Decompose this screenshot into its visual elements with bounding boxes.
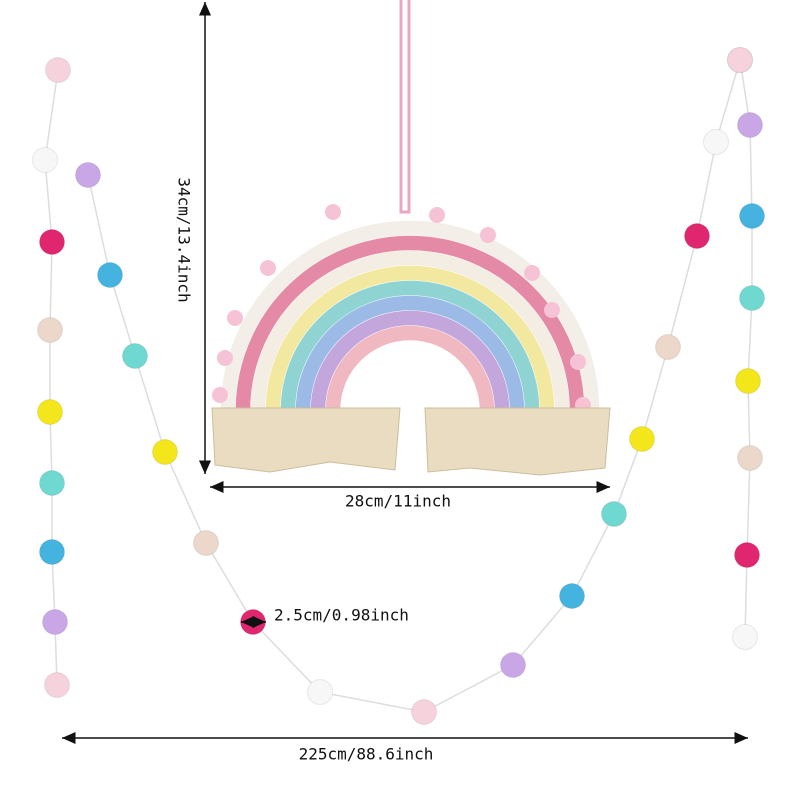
pom-pom [45,57,71,83]
hanger-loop [399,0,411,214]
rainbow-band [220,220,600,411]
pom-pom [75,162,101,188]
pom-pom [734,542,760,568]
pom-pom [500,652,526,678]
pom-pom [735,368,761,394]
pom-pom [737,445,763,471]
dimension-lines [62,2,748,744]
pom-pom [703,129,729,155]
ball-label: 2.5cm/0.98inch [274,606,409,625]
pom-pom [655,334,681,360]
pom-pom [601,501,627,527]
rainbow-band [280,280,540,411]
pom-pom [629,426,655,452]
pom-pom [37,399,63,425]
pom-pom [559,583,585,609]
rainbow-band [265,265,555,411]
rainbow [212,204,600,413]
pom-pom [732,624,758,650]
rainbow-band [310,310,510,411]
pom-pom [32,147,58,173]
fringe-left [211,407,401,473]
fringe-right [424,407,611,476]
rainbow-band [235,235,585,411]
height-label: 34cm/13.4inch [175,177,194,302]
small-pom [212,387,228,403]
pom-pom [411,699,437,725]
pom-pom [739,203,765,229]
pom-pom [152,439,178,465]
small-pom [325,204,341,220]
pom-pom [39,229,65,255]
garland-string [87,59,741,713]
small-pom [260,260,276,276]
pom-pom [37,317,63,343]
garland [32,47,765,725]
small-pom [544,302,560,318]
rainbow-band [250,250,570,411]
pom-pom [39,470,65,496]
pom-pom [97,262,123,288]
pom-pom [307,679,333,705]
pom-pom [122,343,148,369]
pom-pom [193,530,219,556]
small-pom [217,350,233,366]
rainbow-band [325,325,495,411]
width-label: 28cm/11inch [345,492,451,511]
pom-pom [737,112,763,138]
pom-pom [727,47,753,73]
rainbow-band [295,295,525,411]
pom-pom [42,609,68,635]
small-pom [570,354,586,370]
small-pom [227,310,243,326]
small-pom [480,227,496,243]
pom-pom [44,672,70,698]
pom-pom [684,223,710,249]
pom-pom [739,285,765,311]
pom-pom [39,539,65,565]
length-label: 225cm/88.6inch [299,745,434,764]
garland-string [739,59,753,638]
small-pom [429,207,445,223]
small-pom [524,265,540,281]
